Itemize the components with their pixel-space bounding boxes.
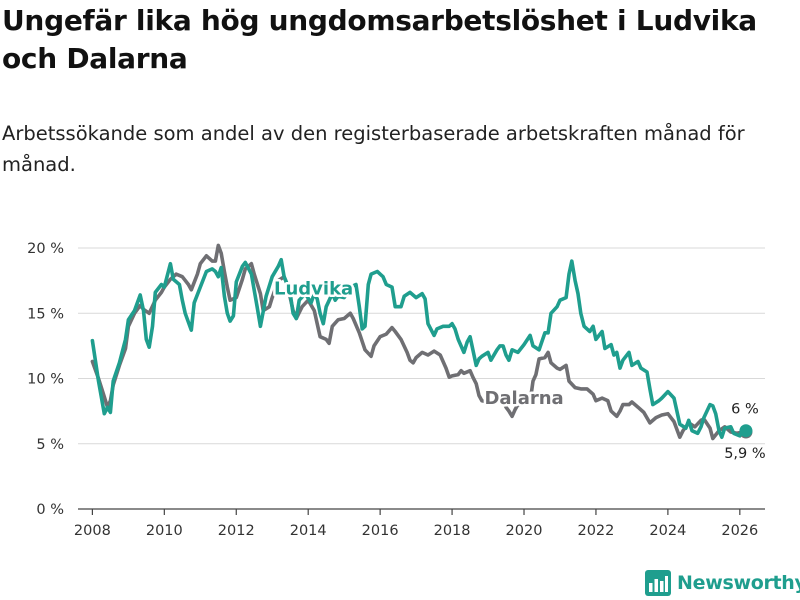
- chart-subtitle: Arbetssökande som andel av den registerb…: [2, 122, 745, 176]
- x-tick-label: 2016: [362, 523, 399, 539]
- y-tick-label: 10 %: [27, 372, 64, 388]
- series-line-ludvika: [90, 257, 748, 439]
- series-lines: [90, 243, 753, 441]
- end-value-label-dalarna: 5,9 %: [724, 446, 765, 462]
- series-endpoint-ludvika: [739, 424, 753, 438]
- x-tick-label: 2026: [721, 523, 758, 539]
- y-tick-label: 0 %: [36, 502, 64, 518]
- x-tick-label: 2010: [146, 523, 183, 539]
- y-tick-label: 20 %: [27, 241, 64, 257]
- series-label-dalarna: Dalarna: [484, 388, 563, 409]
- y-tick-label: 15 %: [27, 306, 64, 322]
- series-labels: Ludvika Dalarna 6 % 5,9 %: [272, 276, 768, 464]
- end-value-label-ludvika: 6 %: [731, 402, 759, 418]
- x-tick-label: 2018: [434, 523, 471, 539]
- series-line-dalarna: [90, 243, 748, 441]
- x-tick-label: 2008: [74, 523, 111, 539]
- y-tick-label: 5 %: [36, 437, 64, 453]
- newsworthy-logo: Newsworthy: [645, 566, 800, 600]
- series-label-ludvika: Ludvika: [274, 278, 353, 299]
- x-tick-label: 2022: [577, 523, 614, 539]
- x-tick-label: 2020: [506, 523, 543, 539]
- bar-chart-logo-icon: [645, 570, 671, 596]
- chart-title: Ungefär lika hög ungdomsarbetslöshet i L…: [2, 4, 757, 75]
- x-tick-label: 2024: [649, 523, 686, 539]
- x-axis: [78, 508, 765, 515]
- brand-name: Newsworthy: [677, 572, 800, 594]
- x-tick-label: 2014: [290, 523, 327, 539]
- x-tick-label: 2012: [218, 523, 255, 539]
- y-axis-tick-labels: 0 % 5 % 10 % 15 % 20 %: [27, 241, 64, 518]
- x-axis-tick-labels: 2008 2010 2012 2014 2016 2018 2020 2022 2024 2026: [74, 523, 758, 539]
